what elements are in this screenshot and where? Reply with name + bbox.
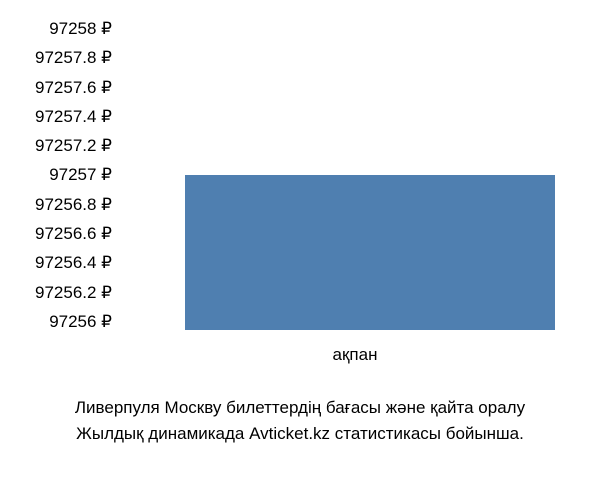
chart-caption: Ливерпуля Москву билеттердің бағасы және…	[0, 395, 600, 446]
y-tick: 97257.8 ₽	[0, 49, 120, 66]
bar-chart: 97258 ₽ 97257.8 ₽ 97257.6 ₽ 97257.4 ₽ 97…	[0, 0, 600, 500]
y-axis: 97258 ₽ 97257.8 ₽ 97257.6 ₽ 97257.4 ₽ 97…	[0, 20, 120, 330]
plot-area	[125, 20, 585, 330]
caption-line-2: Жылдық динамикада Avticket.kz статистика…	[0, 421, 600, 447]
y-tick: 97257.4 ₽	[0, 108, 120, 125]
y-tick: 97257 ₽	[0, 166, 120, 183]
y-tick: 97256.8 ₽	[0, 196, 120, 213]
y-tick: 97256 ₽	[0, 313, 120, 330]
y-tick: 97256.6 ₽	[0, 225, 120, 242]
x-tick: ақпан	[333, 345, 378, 365]
y-tick: 97258 ₽	[0, 20, 120, 37]
y-tick: 97257.6 ₽	[0, 79, 120, 96]
caption-line-1: Ливерпуля Москву билеттердің бағасы және…	[0, 395, 600, 421]
y-tick: 97256.2 ₽	[0, 284, 120, 301]
x-axis: ақпан	[125, 345, 585, 375]
bar-akpan	[185, 175, 555, 330]
y-tick: 97256.4 ₽	[0, 254, 120, 271]
y-tick: 97257.2 ₽	[0, 137, 120, 154]
